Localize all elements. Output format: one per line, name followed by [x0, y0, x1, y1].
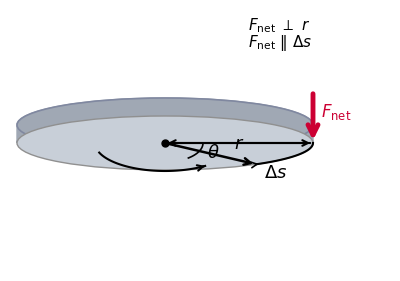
Polygon shape — [17, 98, 313, 143]
Text: $\Delta s$: $\Delta s$ — [264, 164, 288, 182]
Text: $r$: $r$ — [234, 135, 244, 153]
Text: $\theta$: $\theta$ — [207, 144, 220, 162]
Text: $F_{\rm net}$: $F_{\rm net}$ — [321, 102, 352, 122]
Ellipse shape — [17, 98, 313, 152]
Ellipse shape — [17, 116, 313, 170]
Text: $F_{\rm net}\ \|\ \Delta s$: $F_{\rm net}\ \|\ \Delta s$ — [248, 33, 312, 53]
Text: $F_{\rm net}\ \perp\ r$: $F_{\rm net}\ \perp\ r$ — [248, 16, 310, 35]
